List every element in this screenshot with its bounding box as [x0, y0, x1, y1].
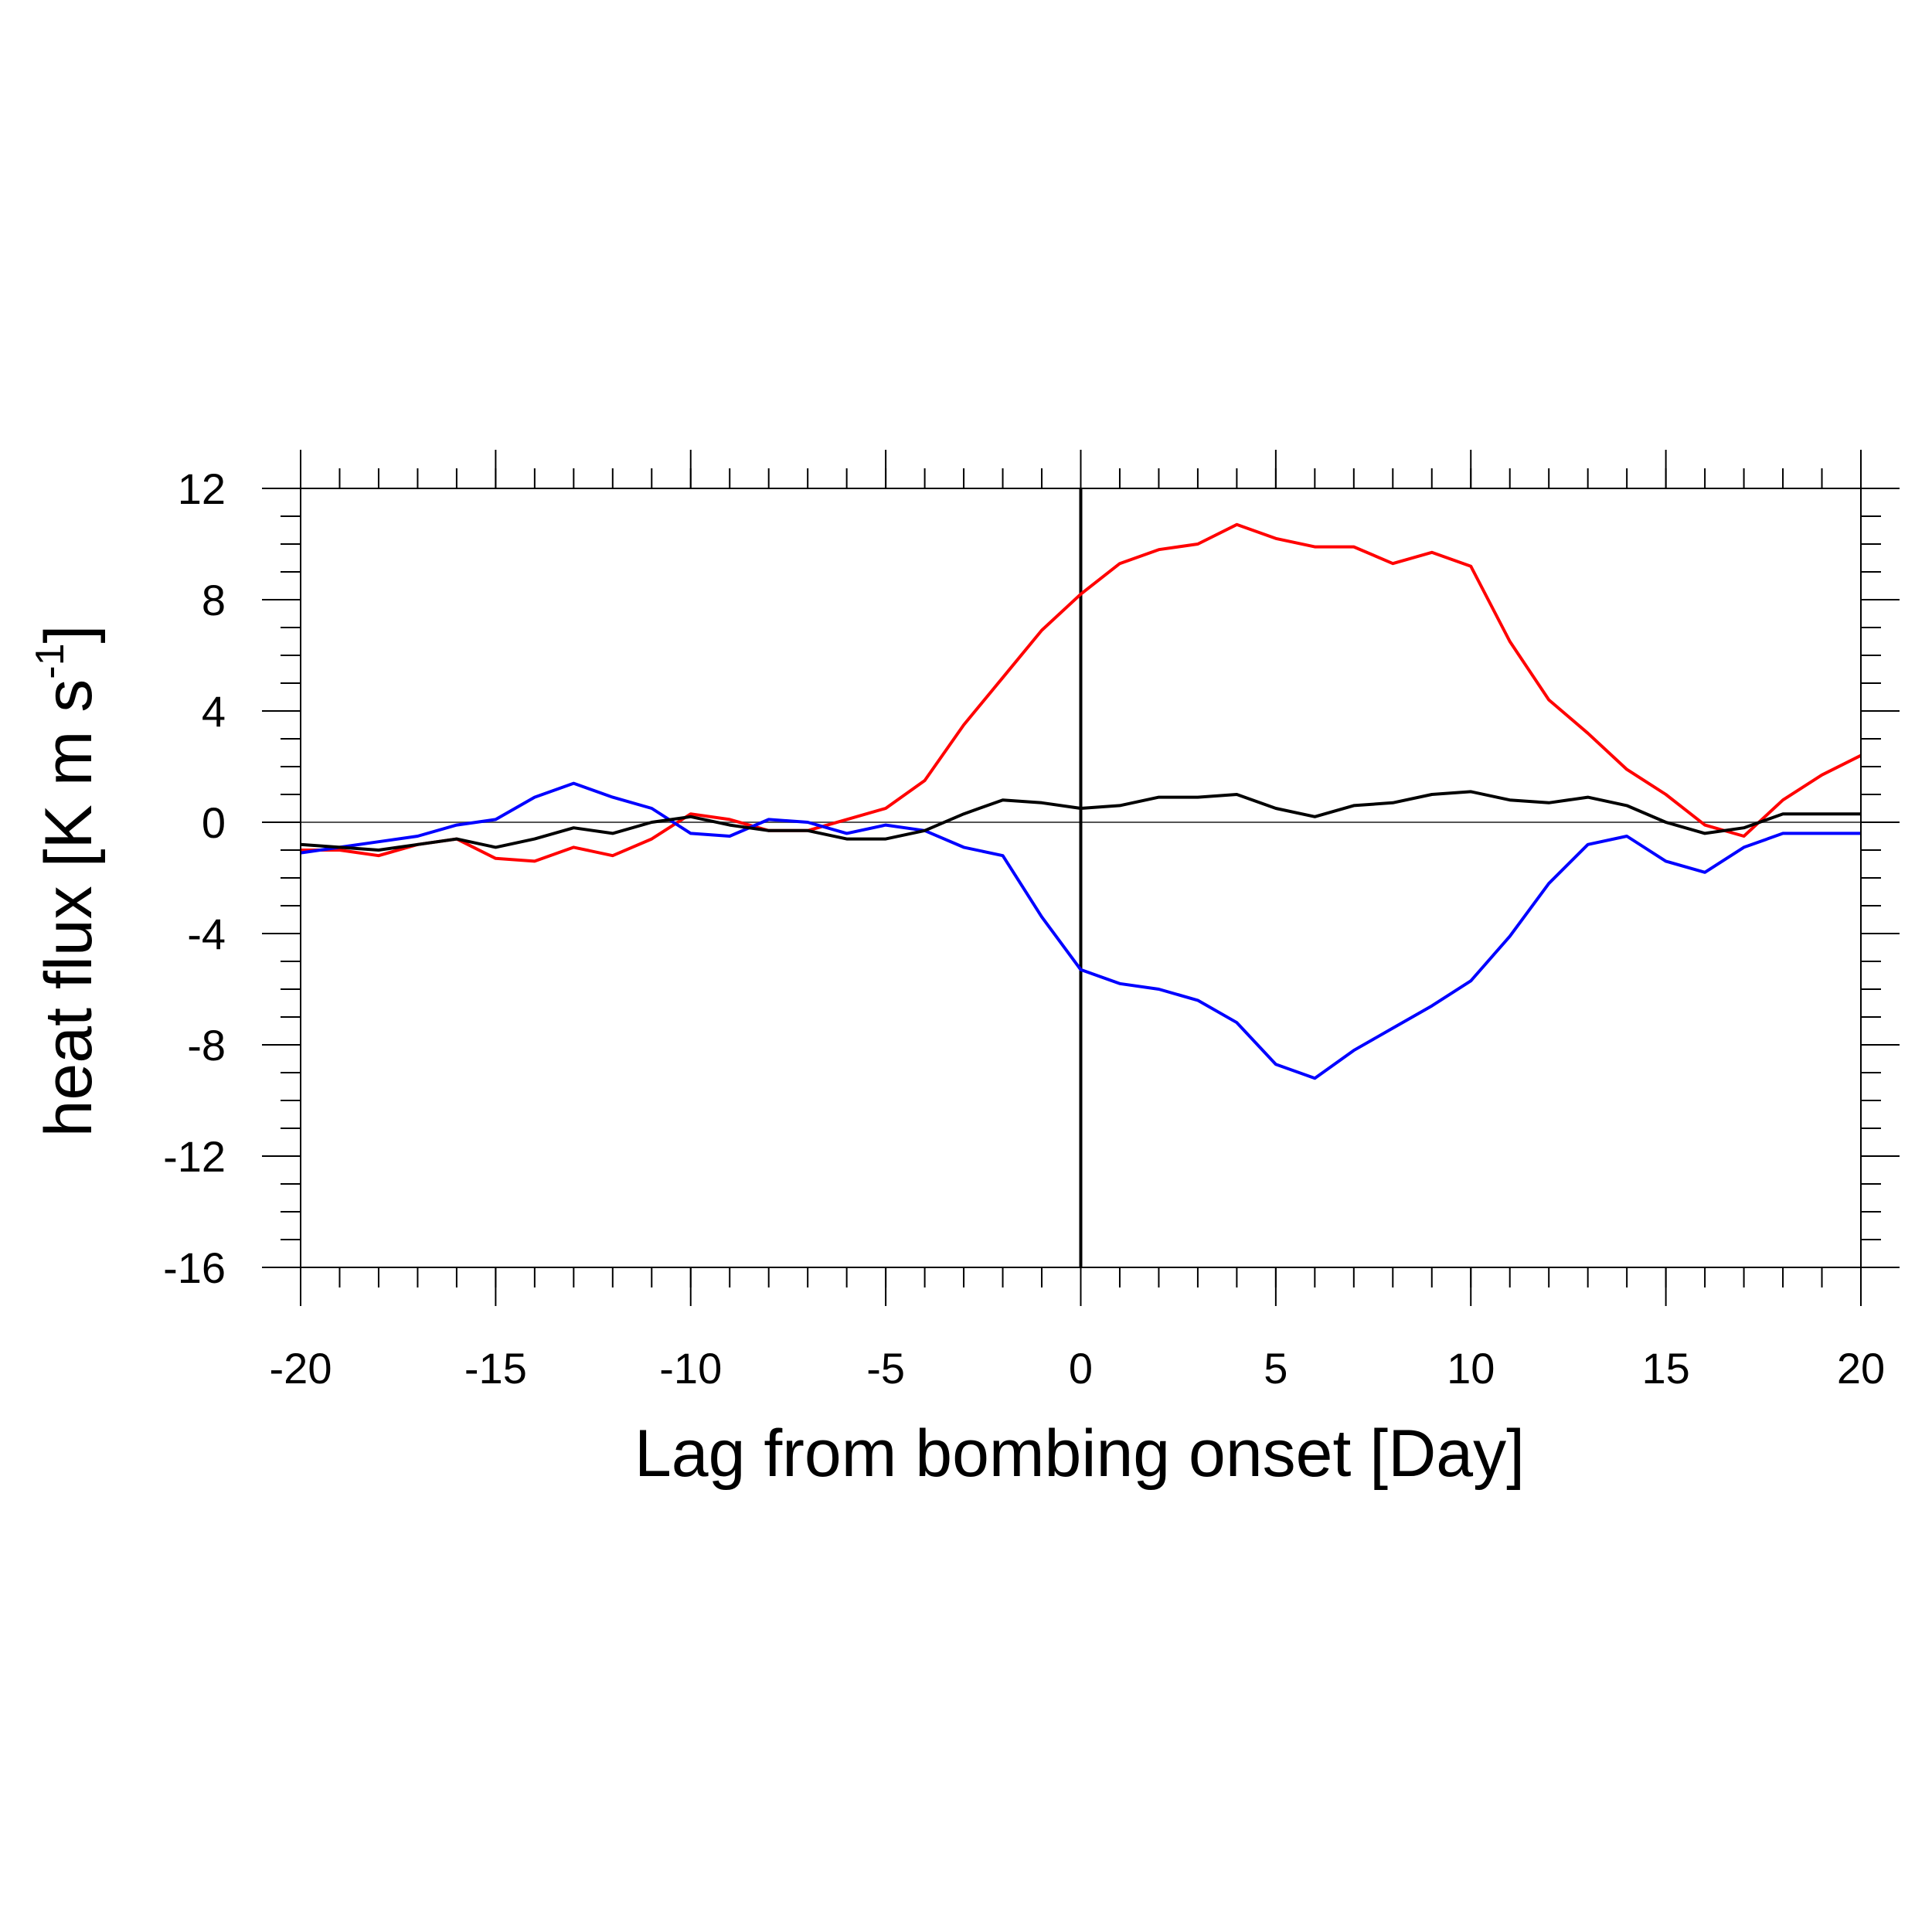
plot-area [300, 488, 1862, 1267]
y-tick-label: -8 [187, 1021, 226, 1070]
y-axis-title: heat flux [K m s-1] [28, 625, 106, 1138]
x-axis-title: Lag from bombing onset [Day] [634, 1417, 1525, 1491]
x-tick-label: -10 [659, 1344, 722, 1393]
y-tick-label: -12 [163, 1132, 226, 1181]
series-line-1 [301, 522, 1862, 863]
y-tick-label: 4 [202, 687, 226, 736]
x-tick-label: 20 [1837, 1344, 1885, 1393]
x-tick-label: -15 [464, 1344, 527, 1393]
tick-labels: -20 -15 -10 -5 0 5 10 15 20 12 8 4 0 -4 -8 -12 -16 [163, 464, 1885, 1393]
y-axis-title-base: heat flux [K m s [32, 679, 106, 1138]
x-tick-label: -5 [866, 1344, 905, 1393]
x-tick-label: 0 [1069, 1344, 1093, 1393]
x-tick-label: 10 [1447, 1344, 1495, 1393]
series-line-2 [300, 781, 1861, 1080]
x-tick-label: 15 [1641, 1344, 1689, 1393]
y-tick-label: -4 [187, 910, 226, 958]
y-tick-label: 8 [202, 576, 226, 624]
y-axis-title-close: ] [32, 625, 106, 644]
axes [262, 450, 1900, 1306]
x-tick-label: -20 [270, 1344, 332, 1393]
series-line-3 [300, 790, 1861, 852]
x-tick-label: 5 [1264, 1344, 1287, 1393]
y-axis-title-superscript: -1 [28, 643, 73, 679]
y-tick-label: 0 [202, 798, 226, 847]
y-tick-label: 12 [178, 464, 226, 513]
y-tick-label: -16 [163, 1243, 226, 1292]
